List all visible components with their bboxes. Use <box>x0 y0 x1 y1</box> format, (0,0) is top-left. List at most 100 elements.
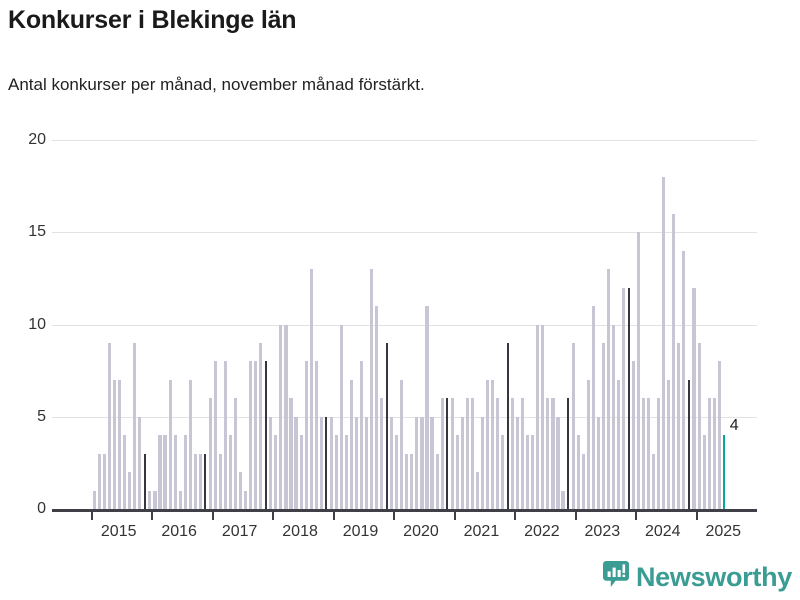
bar[interactable] <box>662 176 666 509</box>
bar[interactable] <box>591 306 595 509</box>
bar[interactable] <box>571 342 575 509</box>
bar[interactable] <box>259 342 263 509</box>
bar[interactable] <box>521 398 525 509</box>
bar[interactable] <box>647 398 651 509</box>
bar[interactable] <box>495 398 500 509</box>
bar[interactable] <box>420 416 424 509</box>
bar[interactable] <box>672 213 676 509</box>
bar[interactable] <box>632 361 636 509</box>
bar-november[interactable] <box>143 453 146 509</box>
bar[interactable] <box>244 490 248 509</box>
bar[interactable] <box>526 435 530 509</box>
bar[interactable] <box>480 416 484 509</box>
bar-november[interactable] <box>204 453 207 509</box>
bar[interactable] <box>349 379 353 509</box>
bar[interactable] <box>657 398 661 509</box>
bar[interactable] <box>234 398 238 509</box>
bar[interactable] <box>103 453 107 509</box>
bar[interactable] <box>621 287 626 509</box>
bar[interactable] <box>460 416 464 509</box>
bar[interactable] <box>163 435 167 509</box>
bar[interactable] <box>455 435 459 509</box>
bar[interactable] <box>601 342 605 509</box>
bar[interactable] <box>223 361 228 509</box>
bar[interactable] <box>183 435 187 509</box>
bar-november[interactable] <box>627 287 630 509</box>
bar[interactable] <box>395 435 399 509</box>
bar[interactable] <box>208 398 212 509</box>
bar[interactable] <box>198 453 202 509</box>
bar[interactable] <box>228 435 233 509</box>
bar[interactable] <box>470 398 474 509</box>
bar[interactable] <box>108 342 112 509</box>
bar[interactable] <box>465 398 469 509</box>
bar[interactable] <box>642 398 646 509</box>
bar[interactable] <box>501 435 505 509</box>
bar[interactable] <box>490 379 495 509</box>
bar-november[interactable] <box>446 398 449 509</box>
bar[interactable] <box>475 472 479 509</box>
bar[interactable] <box>516 416 520 509</box>
bar[interactable] <box>677 342 681 509</box>
bar[interactable] <box>213 361 217 509</box>
bar[interactable] <box>556 416 560 509</box>
bar[interactable] <box>314 361 318 509</box>
bar-november[interactable] <box>385 342 388 509</box>
bar[interactable] <box>415 416 419 509</box>
bar[interactable] <box>168 379 172 509</box>
bar[interactable] <box>118 379 122 509</box>
bar[interactable] <box>173 435 177 509</box>
bar-latest[interactable] <box>723 435 726 509</box>
bar[interactable] <box>435 453 439 509</box>
bar[interactable] <box>289 398 293 509</box>
bar[interactable] <box>586 379 590 509</box>
bar[interactable] <box>254 361 258 509</box>
bar-november[interactable] <box>325 416 328 509</box>
bar[interactable] <box>616 379 620 509</box>
bar[interactable] <box>309 269 313 509</box>
bar[interactable] <box>148 490 152 509</box>
bar[interactable] <box>692 287 696 509</box>
bar[interactable] <box>707 398 711 509</box>
bar[interactable] <box>274 435 278 509</box>
bar[interactable] <box>637 232 641 509</box>
bar[interactable] <box>218 453 222 509</box>
bar[interactable] <box>269 416 273 509</box>
bar[interactable] <box>440 398 444 509</box>
bar[interactable] <box>138 416 142 509</box>
bar[interactable] <box>682 250 686 509</box>
bar[interactable] <box>299 435 303 509</box>
bar[interactable] <box>113 379 117 509</box>
bar[interactable] <box>485 379 490 509</box>
bar[interactable] <box>667 379 671 509</box>
bar[interactable] <box>123 435 127 509</box>
bar[interactable] <box>531 435 535 509</box>
bar[interactable] <box>344 435 348 509</box>
bar[interactable] <box>319 416 323 509</box>
bar[interactable] <box>304 361 308 509</box>
bar-november[interactable] <box>687 379 690 509</box>
bar[interactable] <box>702 435 706 509</box>
bar[interactable] <box>178 490 182 509</box>
bar-november[interactable] <box>506 342 509 509</box>
bar[interactable] <box>133 342 137 509</box>
bar[interactable] <box>606 269 610 509</box>
bar[interactable] <box>405 453 409 509</box>
bar[interactable] <box>561 490 565 509</box>
bar[interactable] <box>652 453 656 509</box>
bar[interactable] <box>717 361 721 509</box>
bar[interactable] <box>390 416 394 509</box>
bar[interactable] <box>576 435 580 509</box>
bar[interactable] <box>536 324 540 509</box>
bar[interactable] <box>541 324 545 509</box>
bar[interactable] <box>546 398 550 509</box>
bar[interactable] <box>400 379 404 509</box>
bar[interactable] <box>430 416 434 509</box>
bar[interactable] <box>193 453 197 509</box>
bar[interactable] <box>279 324 283 509</box>
bar[interactable] <box>294 416 298 509</box>
bar-november[interactable] <box>567 398 570 509</box>
bar[interactable] <box>249 361 253 509</box>
bar[interactable] <box>188 379 192 509</box>
bar[interactable] <box>712 398 716 509</box>
